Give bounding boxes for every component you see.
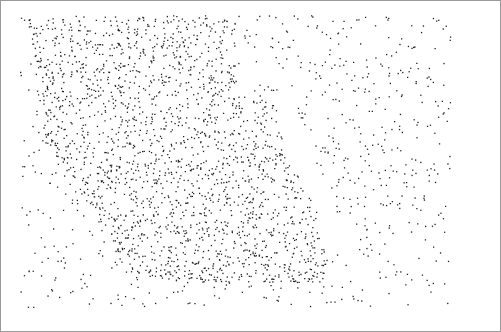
stipple-image — [0, 0, 501, 332]
page: (() => { const data = JSON.parse(documen… — [0, 0, 501, 332]
